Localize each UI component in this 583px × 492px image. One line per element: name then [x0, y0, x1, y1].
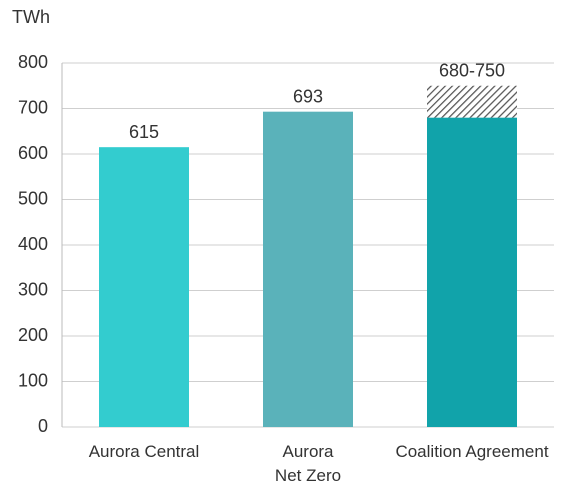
hatched-range — [427, 85, 517, 118]
y-tick-label: 400 — [18, 234, 48, 254]
y-tick-label: 500 — [18, 188, 48, 208]
y-tick-label: 300 — [18, 279, 48, 299]
value-label: 693 — [293, 86, 323, 106]
x-tick-label: Coalition Agreement — [395, 442, 549, 461]
y-tick-label: 100 — [18, 370, 48, 390]
y-tick-label: 200 — [18, 325, 48, 345]
y-tick-label: 600 — [18, 143, 48, 163]
y-tick-label: 800 — [18, 52, 48, 72]
y-unit: TWh — [12, 7, 50, 27]
y-tick-label: 700 — [18, 97, 48, 117]
value-label: 680-750 — [439, 61, 505, 81]
x-tick-label: Aurora Central — [88, 442, 200, 461]
x-tick-label: Aurora Net Zero — [274, 442, 342, 485]
y-tick-label: 0 — [38, 416, 48, 436]
bar — [427, 117, 517, 427]
bar — [99, 147, 189, 428]
value-label: 615 — [129, 122, 159, 142]
bar — [263, 111, 353, 427]
